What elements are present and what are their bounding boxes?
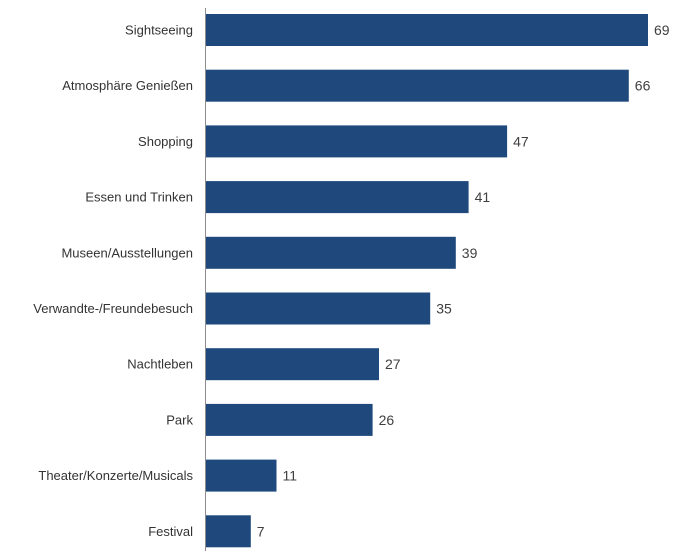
- bar-8: [206, 459, 277, 492]
- value-label-2: 47: [513, 133, 529, 149]
- category-label-6: Nachtleben: [127, 357, 193, 372]
- category-label-2: Shopping: [138, 134, 193, 149]
- category-label-3: Essen und Trinken: [85, 190, 193, 205]
- bar-6: [206, 348, 379, 381]
- category-label-1: Atmosphäre Genießen: [62, 78, 193, 93]
- value-label-4: 39: [462, 245, 478, 261]
- value-labels-layer: 69 66 47 41 39 35 27 26 11 7: [257, 22, 670, 539]
- value-label-5: 35: [436, 301, 452, 317]
- category-label-4: Museen/Ausstellungen: [61, 245, 193, 260]
- value-label-9: 7: [257, 523, 265, 539]
- category-label-7: Park: [166, 412, 193, 427]
- bar-0: [206, 14, 648, 46]
- value-label-3: 41: [475, 189, 491, 205]
- category-label-9: Festival: [148, 524, 193, 539]
- value-label-7: 26: [379, 412, 395, 428]
- value-label-1: 66: [635, 78, 651, 94]
- category-label-8: Theater/Konzerte/Musicals: [38, 468, 193, 483]
- bar-2: [206, 125, 508, 158]
- bar-9: [206, 515, 251, 548]
- value-label-8: 11: [283, 468, 298, 484]
- value-label-6: 27: [385, 356, 401, 372]
- category-label-0: Sightseeing: [125, 23, 193, 38]
- category-labels-layer: Sightseeing Atmosphäre Genießen Shopping Es…: [33, 23, 193, 539]
- bars-layer: [206, 14, 648, 548]
- category-label-5: Verwandte-/Freundebesuch: [33, 301, 193, 316]
- bar-1: [206, 69, 629, 102]
- bar-4: [206, 236, 456, 269]
- bar-3: [206, 181, 469, 214]
- bar-5: [206, 292, 431, 325]
- bar-7: [206, 403, 373, 436]
- value-label-0: 69: [654, 22, 670, 38]
